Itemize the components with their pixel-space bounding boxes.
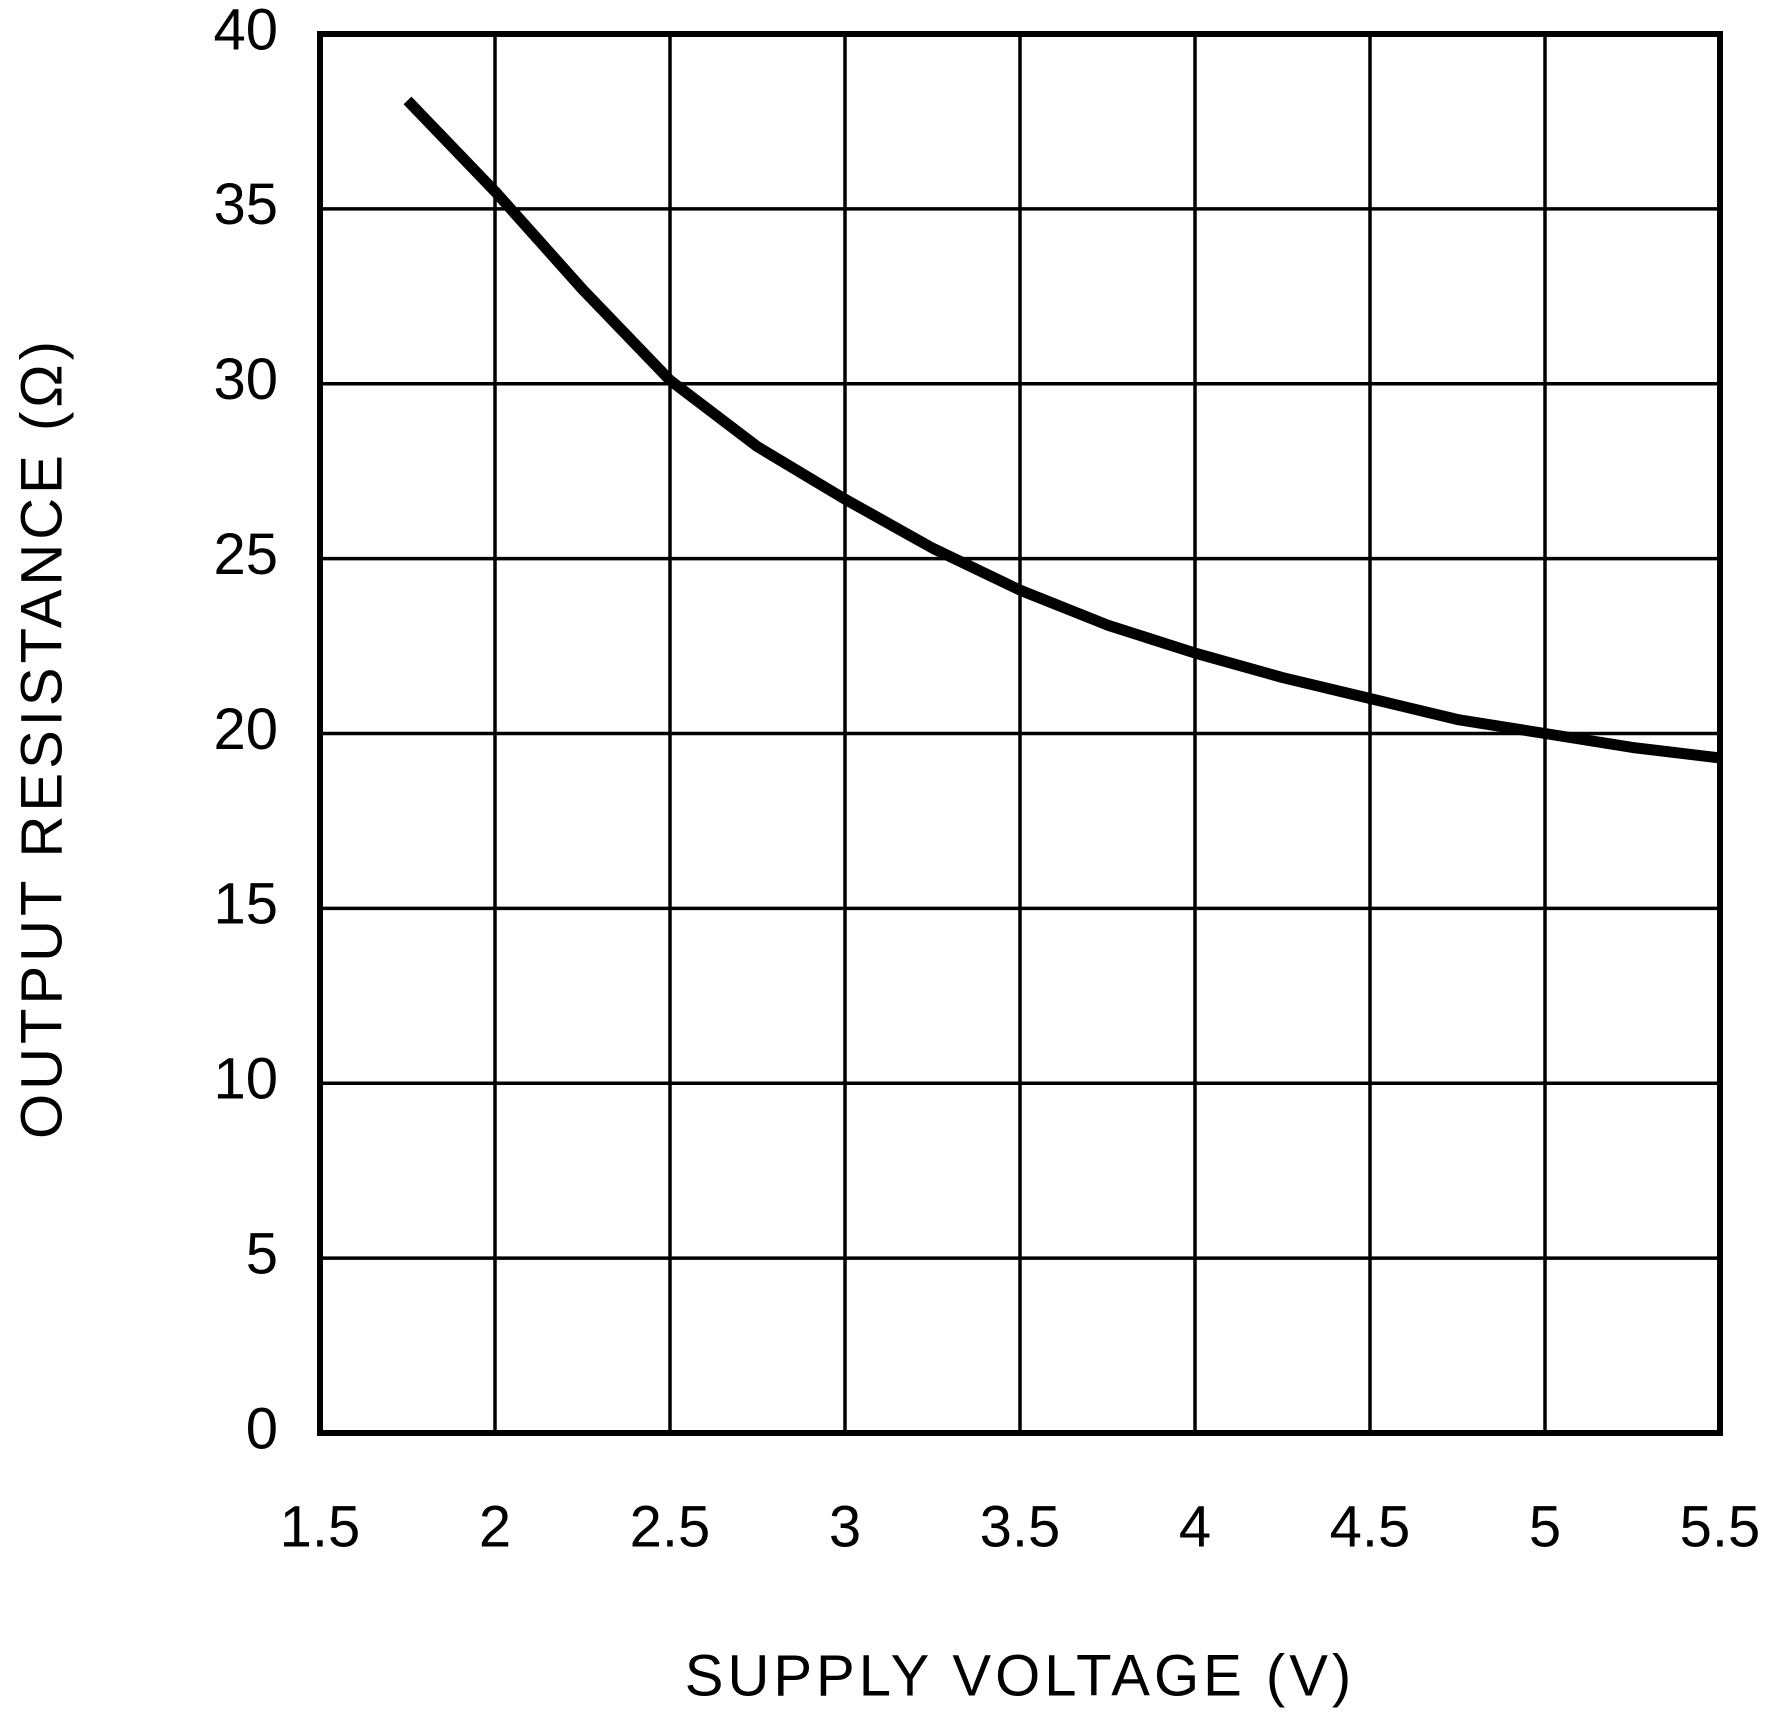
data-line (403, 96, 1721, 764)
y-tick-label: 25 (213, 522, 278, 587)
y-tick-label: 35 (213, 172, 278, 237)
y-axis-label: OUTPUT RESISTANCE (Ω) (9, 337, 74, 1139)
y-tick-label: 30 (213, 347, 278, 412)
y-tick-label: 40 (213, 0, 278, 62)
x-tick-label: 3 (829, 1494, 861, 1559)
plot-frame (317, 31, 1723, 1436)
y-tick-label: 20 (213, 697, 278, 762)
x-axis-label: SUPPLY VOLTAGE (V) (685, 1643, 1355, 1708)
x-tick-label: 4.5 (1330, 1494, 1411, 1559)
x-tick-label: 2 (479, 1494, 511, 1559)
x-tick-label: 4 (1179, 1494, 1211, 1559)
x-tick-label: 2.5 (630, 1494, 711, 1559)
y-tick-label: 10 (213, 1047, 278, 1112)
y-tick-label: 15 (213, 872, 278, 937)
x-tick-label: 5.5 (1680, 1494, 1761, 1559)
x-tick-label: 5 (1529, 1494, 1561, 1559)
x-tick-label: 3.5 (980, 1494, 1061, 1559)
y-tick-label: 0 (246, 1396, 278, 1461)
y-tick-label: 5 (246, 1221, 278, 1286)
x-tick-label: 1.5 (280, 1494, 361, 1559)
